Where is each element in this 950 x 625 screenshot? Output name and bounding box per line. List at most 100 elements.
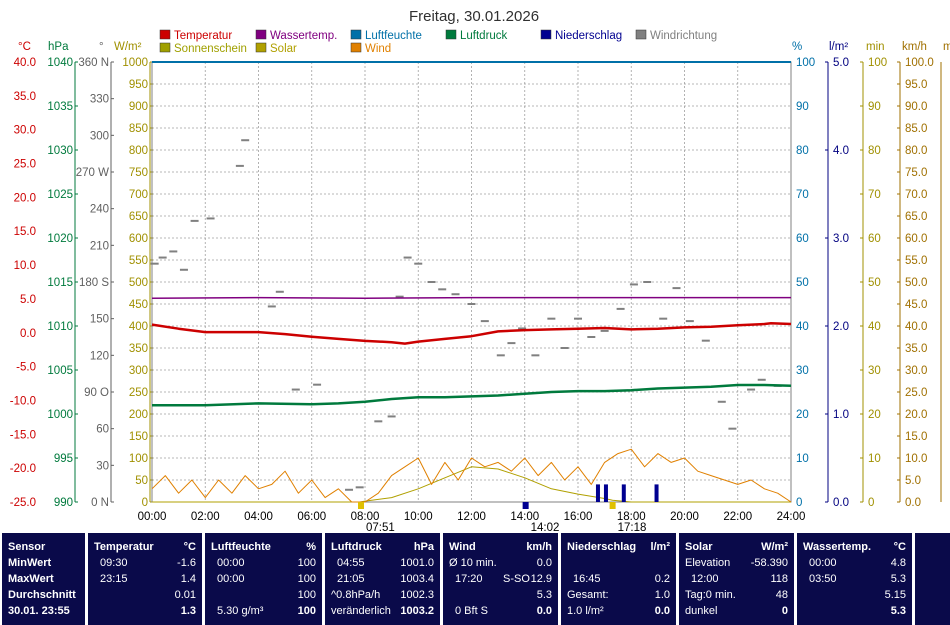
axis-tick-label-solar: 500 [129, 277, 148, 289]
stats-cell: 5.3 [536, 589, 552, 601]
stats-cell: 00:00 [809, 557, 837, 569]
axis-tick-label-wind: 70.0 [905, 189, 927, 201]
wind-direction-point [275, 290, 284, 293]
wind-direction-point [747, 388, 756, 391]
stats-luftfeuchte: Luftfeuchte% 00:00 100 00:00 100 100 5.30 … [205, 533, 322, 625]
stats-header-solar: Solar [685, 541, 713, 553]
axis-tick-label-solar: 950 [129, 79, 148, 91]
axis-tick-label-pressure: 1025 [47, 189, 73, 201]
axis-tick-label-pressure: 995 [54, 453, 73, 465]
series-line-wassertemp [151, 296, 791, 299]
stats-cell: 12.9 [530, 573, 552, 585]
axis-tick-label-sunshine: 50 [868, 277, 881, 289]
axis-tick-label-direction: 240 [90, 204, 109, 216]
stats-cell: 118 [770, 573, 788, 585]
axis-tick-label-solar: 850 [129, 123, 148, 135]
axes: 40.0 35.0 30.0 25.0 20.0 15.0 10.0 5.0 0.0 -5.0 -1… [10, 57, 942, 509]
legend-swatch [159, 29, 171, 40]
stats-cell: Elevation [685, 557, 731, 569]
rain-bar [621, 484, 626, 502]
axis-tick-label-humidity: 40 [796, 321, 809, 333]
axis-tick-label-wind: 85.0 [905, 123, 927, 135]
x-tick-label: 00:00 [138, 511, 167, 523]
rain-bar [595, 484, 600, 502]
series-line-luftdruck [152, 383, 792, 407]
series-line-temperatur [151, 322, 792, 345]
axis-tick-label-wind: 45.0 [905, 299, 927, 311]
axis-tick-label-solar: 1000 [122, 57, 148, 69]
axis-unit-wind: km/h [902, 41, 927, 53]
x-tick-label: 04:00 [244, 511, 273, 523]
axis-tick-label-direction: 0 N [91, 497, 109, 509]
axis-tick-label-solar: 750 [129, 167, 148, 179]
stats-cell: 0.0 [536, 557, 552, 569]
axis-tick-label-pressure: 1035 [47, 101, 73, 113]
axis-tick-label-rain: 5.0 [833, 57, 849, 69]
axis-tick-label-wind: 60.0 [905, 233, 927, 245]
wind-direction-point [467, 303, 476, 305]
stats-unit-wassertemp: °C [893, 541, 906, 553]
rain-bar [603, 484, 608, 502]
axis-tick-label-solar: 350 [129, 343, 148, 355]
legend-swatch [350, 42, 362, 53]
wind-direction-point [659, 317, 668, 320]
stats-cell: 17:20 [455, 573, 483, 585]
axis-tick-label-pressure: 1005 [47, 365, 73, 377]
stats-niederschlag: Niederschlag l/m² 16:45 0.2 Gesamt: 1.0 1.0… [561, 533, 676, 625]
axis-tick-label-pressure: 990 [54, 497, 73, 509]
stats-label-min: MinWert [8, 557, 52, 569]
wind-direction-point [629, 283, 638, 286]
stats-cell: 03:50 [809, 573, 837, 585]
axis-tick-label-humidity: 70 [796, 189, 809, 201]
wind-direction-point [717, 400, 726, 403]
axis-tick-label-solar: 50 [135, 475, 148, 487]
x-tick-label: 02:00 [191, 511, 220, 523]
axis-tick-label-solar: 550 [129, 255, 148, 267]
stats-cell: 09:30 [100, 557, 128, 569]
x-tick-label: 20:00 [670, 511, 699, 523]
plot-area [150, 61, 792, 503]
legend-label: Sonnenschein [174, 43, 247, 55]
axis-tick-label-pressure: 1010 [47, 321, 73, 333]
stats-label-current: 30.01. 23:55 [8, 605, 70, 617]
x-marker-sunrise [358, 502, 365, 509]
axis-tick-label-temp: 10.0 [14, 260, 36, 272]
x-tick-label: 12:00 [457, 511, 486, 523]
wind-direction-point [600, 329, 609, 332]
axis-tick-label-solar: 0 [142, 497, 148, 509]
axis-tick-label-rain: 0.0 [833, 497, 849, 509]
axis-tick-label-humidity: 50 [796, 277, 809, 289]
axis-tick-label-solar: 100 [129, 453, 148, 465]
axis-units: °C hPa ° W/m²% l/m² min km/h m [18, 41, 950, 53]
stats-panel: Sensor MinWert MaxWert Durchschnitt 30.0… [0, 533, 950, 625]
stats-cell: dunkel [685, 605, 718, 617]
rain-bar [654, 484, 659, 502]
wind-direction-point [701, 339, 710, 342]
wind-direction-point [672, 287, 681, 290]
axis-tick-label-wind: 65.0 [905, 211, 927, 223]
wind-direction-point [643, 281, 652, 283]
stats-label-max: MaxWert [8, 573, 54, 585]
wind-direction-point [313, 383, 322, 386]
axis-tick-label-temp: 25.0 [14, 159, 36, 171]
stats-cell: Ø 10 min. [449, 557, 497, 569]
axis-tick-label-direction: 270 W [76, 167, 109, 179]
legend-swatch [540, 29, 552, 40]
axis-tick-label-wind: 10.0 [905, 453, 927, 465]
stats-cell: 100 [297, 557, 316, 569]
axis-tick-label-direction: 90 O [84, 387, 109, 399]
stats-cell: 00:00 [217, 557, 245, 569]
wind-direction-point [587, 336, 596, 338]
stats-cell: veränderlich [331, 605, 391, 617]
stats-cell: 0.01 [174, 589, 196, 601]
legend-swatch [159, 42, 171, 53]
wind-direction-point [438, 288, 447, 291]
stats-cell: 12:00 [691, 573, 719, 585]
stats-cell: 04:55 [337, 557, 365, 569]
stats-solar: Solar W/m² Elevation -58.390 12:00 118 Tag:… [679, 533, 794, 625]
axis-tick-label-direction: 180 S [79, 277, 109, 289]
wind-direction-point [574, 317, 582, 320]
wind-direction-point [374, 420, 383, 423]
axis-tick-label-sunshine: 70 [868, 189, 881, 201]
axis-tick-label-wind: 75.0 [905, 167, 927, 179]
